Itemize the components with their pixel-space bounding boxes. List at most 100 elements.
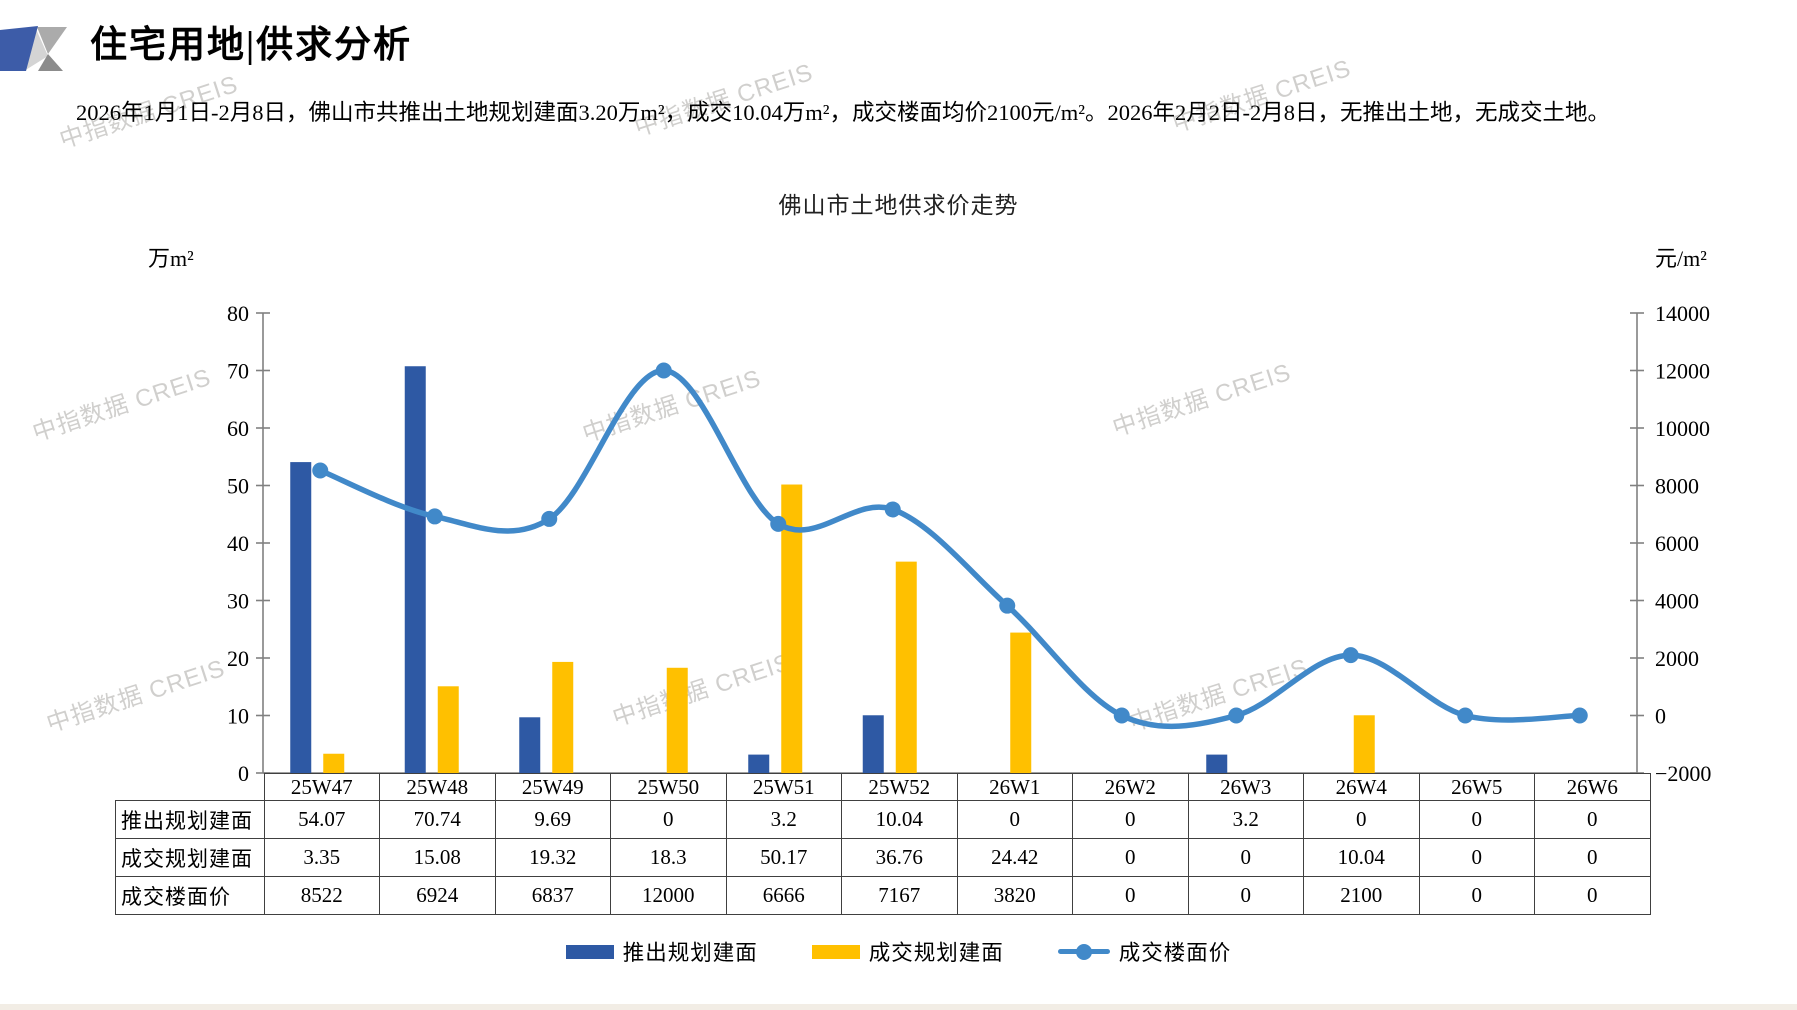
left-axis-tick-label: 40 [227, 531, 249, 556]
value-cell: 50.17 [725, 838, 842, 877]
value-cell: 0 [1534, 876, 1651, 915]
bar-推出规划建面-26W3 [1206, 754, 1228, 773]
table-row: 成交楼面价 8522 6924 6837 12000 6666 7167 3820 0 0 2100… [115, 876, 1651, 915]
left-axis-tick-label: 80 [227, 301, 249, 326]
value-cell: 10.04 [1303, 838, 1420, 877]
value-cell: 0 [956, 800, 1073, 839]
bar-推出规划建面-25W51 [748, 754, 770, 773]
marker-成交楼面价-26W1 [999, 597, 1016, 614]
value-cell: 3.2 [725, 800, 842, 839]
table-header-row: 25W47 25W48 25W49 25W50 25W51 25W52 26W1 26W2 26… [116, 773, 1651, 801]
value-cell: 6837 [494, 876, 611, 915]
legend-label: 推出规划建面 [622, 941, 758, 965]
table-corner-blank [116, 774, 265, 801]
bar-成交规划建面-25W47 [323, 753, 345, 773]
week-header-cell: 25W51 [725, 773, 842, 801]
value-cell: 0 [1187, 838, 1304, 877]
week-header-cell: 26W5 [1418, 773, 1535, 801]
bar-成交规划建面-26W4 [1353, 715, 1375, 773]
page-title: 住宅用地|供求分析 [90, 25, 413, 66]
marker-成交楼面价-26W5 [1457, 707, 1474, 724]
left-axis-tick-label: 70 [227, 359, 249, 384]
page-bottom-edge [0, 1004, 1797, 1010]
right-axis-tick-label: 14000 [1655, 301, 1710, 326]
marker-成交楼面价-26W6 [1571, 707, 1588, 724]
week-header-cell: 26W3 [1187, 773, 1304, 801]
chart-legend: 推出规划建面 成交规划建面 成交楼面价 [0, 936, 1797, 967]
right-axis-tick-label: 4000 [1655, 589, 1699, 614]
value-cell: 0 [1072, 838, 1189, 877]
week-header-cell: 25W49 [494, 773, 611, 801]
supply-demand-chart: 0 10 20 30 40 50 60 70 80 −2000 0 2000 4000 6000 8000 1… [148, 246, 1711, 786]
value-cell: 6666 [725, 876, 842, 915]
right-axis-tick-label: 2000 [1655, 646, 1699, 671]
value-cell: 2100 [1303, 876, 1420, 915]
week-header-cell: 26W4 [1303, 773, 1420, 801]
week-header-cell: 26W6 [1534, 773, 1651, 801]
table-row: 推出规划建面 54.07 70.74 9.69 0 3.2 10.04 0 0 3.2 0 0 0 [115, 800, 1651, 839]
bar-推出规划建面-25W52 [862, 715, 884, 773]
legend-item: 成交楼面价 [1057, 936, 1232, 967]
left-axis-tick-label: 20 [227, 646, 249, 671]
value-cell: 0 [1534, 838, 1651, 877]
value-cell: 0 [1534, 800, 1651, 839]
right-axis-tick-label: 10000 [1655, 416, 1710, 441]
row-label-cell: 成交规划建面 [115, 838, 265, 877]
right-axis-tick-label: −2000 [1655, 761, 1711, 786]
left-axis-unit: 万m² [148, 246, 194, 271]
value-cell: 7167 [841, 876, 958, 915]
value-cell: 0 [1072, 800, 1189, 839]
left-axis-tick-label: 50 [227, 474, 249, 499]
bar-成交规划建面-25W51 [781, 484, 803, 773]
marker-成交楼面价-25W47 [312, 462, 329, 479]
week-header-cell: 25W52 [841, 773, 958, 801]
value-cell: 3.2 [1187, 800, 1304, 839]
legend-label: 成交规划建面 [868, 941, 1004, 965]
marker-成交楼面价-26W4 [1342, 647, 1359, 664]
value-cell: 8522 [263, 876, 380, 915]
value-cell: 3.35 [263, 838, 380, 877]
right-axis-tick-label: 8000 [1655, 474, 1699, 499]
legend-item: 成交规划建面 [811, 936, 1004, 967]
value-cell: 15.08 [379, 838, 496, 877]
chart-title: 佛山市土地供求价走势 [778, 193, 1019, 218]
value-cell: 12000 [610, 876, 727, 915]
value-cell: 0 [1187, 876, 1304, 915]
value-cell: 6924 [379, 876, 496, 915]
table-row: 成交规划建面 3.35 15.08 19.32 18.3 50.17 36.76 24.42 0… [115, 838, 1651, 877]
bar-成交规划建面-26W1 [1010, 632, 1032, 773]
row-label-cell: 成交楼面价 [115, 876, 265, 915]
left-axis-tick-label: 10 [227, 704, 249, 729]
right-axis-tick-label: 0 [1655, 704, 1666, 729]
legend-item: 推出规划建面 [565, 936, 758, 967]
data-table: 25W47 25W48 25W49 25W50 25W51 25W52 26W1 26W2 26… [115, 773, 1651, 915]
week-header-cell: 26W2 [1072, 773, 1189, 801]
marker-成交楼面价-25W52 [884, 501, 901, 518]
marker-成交楼面价-25W51 [770, 515, 787, 532]
value-cell: 0 [1418, 800, 1535, 839]
logo-icon [0, 26, 67, 71]
left-axis-tick-label: 30 [227, 589, 249, 614]
summary-text: 2026年1月1日-2月8日，佛山市共推出土地规划建面3.20万m²，成交10.… [76, 100, 1610, 125]
value-cell: 0 [1072, 876, 1189, 915]
bar-推出规划建面-25W48 [404, 366, 426, 773]
value-cell: 70.74 [379, 800, 496, 839]
value-cell: 36.76 [841, 838, 958, 877]
left-axis-tick-label: 60 [227, 416, 249, 441]
week-header-cell: 25W47 [263, 773, 380, 801]
value-cell: 0 [1418, 876, 1535, 915]
right-axis-unit: 元/m² [1655, 246, 1707, 271]
value-cell: 24.42 [956, 838, 1073, 877]
marker-成交楼面价-25W49 [541, 510, 558, 527]
legend-swatch-icon [811, 944, 860, 959]
legend-line-icon [1057, 943, 1110, 961]
value-cell: 0 [610, 800, 727, 839]
bar-推出规划建面-25W47 [290, 462, 312, 773]
value-cell: 10.04 [841, 800, 958, 839]
bar-成交规划建面-25W48 [437, 686, 459, 773]
value-cell: 0 [1418, 838, 1535, 877]
week-header-cell: 25W48 [379, 773, 496, 801]
value-cell: 0 [1303, 800, 1420, 839]
line-成交楼面价 [317, 367, 1583, 730]
